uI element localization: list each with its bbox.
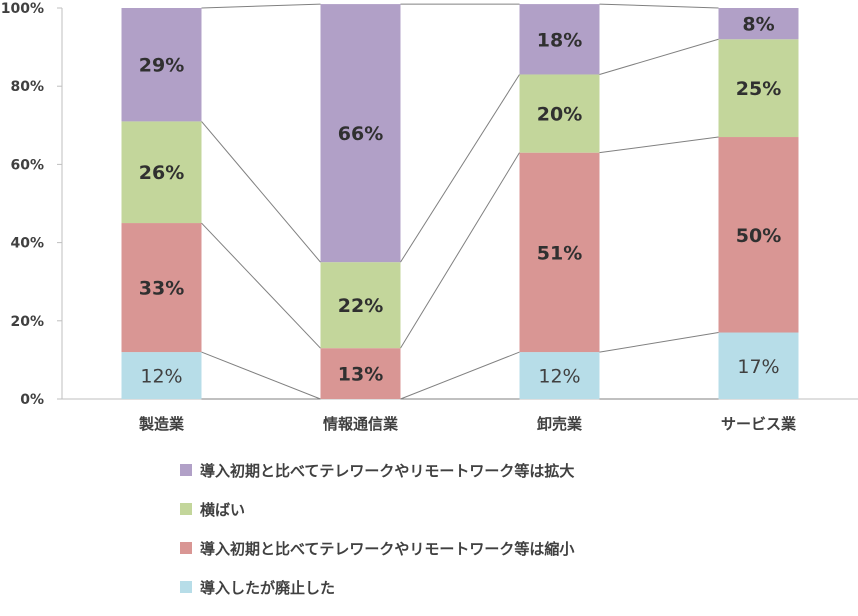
bar-segment [121, 352, 202, 399]
bar-segment [320, 262, 401, 349]
data-label: 51% [537, 242, 582, 264]
data-label: 66% [338, 123, 383, 145]
legend-label: 横ばい [200, 500, 246, 519]
series-connector-line [201, 351, 321, 400]
data-label: 12% [538, 366, 580, 388]
series-connector-line [400, 74, 520, 263]
y-tick-label: 40% [10, 236, 44, 252]
bar-segment [121, 223, 202, 353]
stacked-bar-chart: 0% 20% 40% 60% 80% 100% 12% 12% 17% 33% 13% 51% 50% 2… [1, 1, 858, 433]
data-label: 33% [139, 278, 184, 300]
y-tick-label: 20% [10, 314, 44, 330]
data-label: 17% [737, 356, 779, 378]
x-tick-label: 卸売業 [537, 415, 583, 433]
legend-item: 導入したが廃止した [180, 577, 574, 597]
series-connector-line [400, 351, 520, 400]
x-tick-label: 製造業 [138, 415, 185, 433]
y-tick-label: 0% [20, 392, 44, 408]
bar-segment [718, 332, 799, 399]
series-connector-line [201, 222, 321, 349]
legend-swatch [180, 581, 192, 593]
bar-segment [718, 137, 799, 333]
legend-label: 導入初期と比べてテレワークやリモートワーク等は縮小 [200, 539, 575, 558]
bar-segment [718, 39, 799, 138]
series-connector-line [599, 38, 719, 75]
legend-item: 横ばい [180, 499, 574, 519]
series-connector-line [599, 3, 719, 9]
data-label: 13% [338, 364, 383, 386]
data-label: 29% [139, 55, 184, 77]
x-tick-label: サービス業 [721, 415, 797, 433]
data-label: 18% [537, 29, 582, 51]
data-label: 20% [537, 104, 582, 126]
data-label: 12% [140, 366, 182, 388]
legend-swatch [180, 542, 192, 554]
bar-segment [519, 352, 600, 399]
bar-segment [121, 8, 202, 122]
legend-label: 導入したが廃止した [200, 578, 336, 597]
legend-label: 導入初期と比べてテレワークやリモートワーク等は拡大 [200, 461, 575, 480]
bar-segment [320, 348, 401, 399]
legend-swatch [180, 503, 192, 515]
series-connector-line [201, 121, 321, 263]
legend-item: 導入初期と比べてテレワークやリモートワーク等は拡大 [180, 460, 574, 480]
series-connector-line [201, 3, 321, 9]
data-label: 26% [139, 162, 184, 184]
legend: 導入初期と比べてテレワークやリモートワーク等は拡大 横ばい導入初期と比べてテレワー… [180, 460, 574, 616]
legend-item: 導入初期と比べてテレワークやリモートワーク等は縮小 [180, 538, 574, 558]
legend-swatch [180, 464, 192, 476]
series-connector-line [599, 136, 719, 154]
y-tick-label: 80% [10, 79, 44, 95]
bar-segment [519, 152, 600, 353]
series-connector-line [599, 332, 719, 353]
data-label: 22% [338, 295, 383, 317]
data-label: 8% [742, 14, 774, 36]
series-connector-line [400, 152, 520, 349]
bar-segment [121, 121, 202, 224]
bar-segment [519, 74, 600, 153]
bar-segment [519, 4, 600, 75]
y-tick-label: 100% [1, 1, 44, 17]
x-tick-label: 情報通信業 [323, 415, 399, 433]
data-label: 50% [736, 225, 781, 247]
chart: 0% 20% 40% 60% 80% 100% 12% 12% 17% 33% 13% 51% 50% 2… [1, 1, 858, 597]
bar-segment [320, 4, 401, 263]
data-label: 25% [736, 78, 781, 100]
y-tick-label: 60% [10, 157, 44, 173]
bar-segment [718, 8, 799, 40]
